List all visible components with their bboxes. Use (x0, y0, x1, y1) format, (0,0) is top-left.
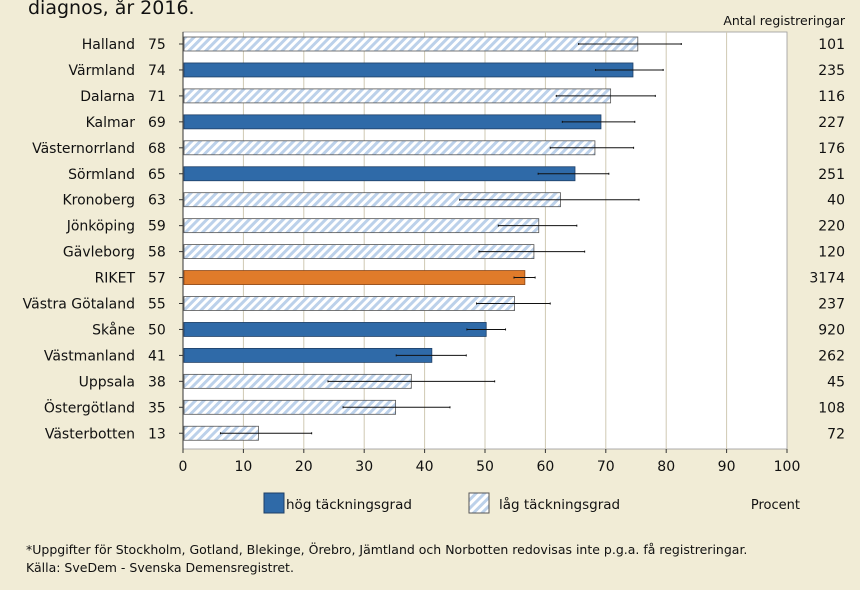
x-tick-label: 80 (657, 459, 675, 475)
registration-count: 120 (818, 245, 845, 261)
percent-label: 75 (148, 37, 166, 53)
percent-label: 38 (148, 374, 166, 390)
bar-kalmar (183, 114, 602, 130)
bar-västra-götaland (183, 296, 515, 311)
registration-count: 176 (818, 141, 845, 157)
registration-count: 108 (818, 400, 845, 416)
bar-riket (183, 270, 526, 285)
bar-skåne (183, 322, 487, 337)
percent-label: 74 (148, 63, 166, 79)
region-label: Jönköping (66, 219, 135, 235)
legend-label-lag: låg täckningsgrad (499, 496, 620, 513)
percent-label: 13 (148, 426, 166, 442)
footnote: *Uppgifter för Stockholm, Gotland, Bleki… (26, 541, 747, 577)
x-tick-label: 70 (597, 459, 615, 475)
bars (183, 36, 682, 441)
percent-label: 69 (148, 115, 166, 131)
x-tick-label: 0 (179, 459, 188, 475)
region-label: Västerbotten (45, 426, 135, 442)
bar-halland (183, 36, 639, 52)
registration-count: 101 (818, 37, 845, 53)
registration-count: 220 (818, 219, 845, 235)
region-label: Sörmland (68, 167, 135, 183)
region-label: Dalarna (80, 89, 135, 105)
percent-label: 41 (148, 348, 166, 364)
percent-label: 58 (148, 245, 166, 261)
registration-count: 237 (818, 297, 845, 313)
region-label: Östergötland (44, 398, 135, 416)
percent-label: 55 (148, 297, 166, 313)
region-label: RIKET (95, 271, 136, 287)
region-label: Västernorrland (32, 141, 135, 157)
x-tick-label: 100 (774, 459, 801, 475)
chart-title: diagnos, år 2016. (28, 0, 195, 19)
percent-label: 68 (148, 141, 166, 157)
registration-count: 227 (818, 115, 845, 131)
region-label: Uppsala (79, 374, 135, 390)
region-label: Västra Götaland (23, 297, 135, 313)
registration-count: 920 (818, 322, 845, 338)
legend-label-hog: hög täckningsgrad (286, 497, 412, 513)
region-label: Kronoberg (62, 193, 135, 209)
registration-count: 72 (827, 426, 845, 442)
percent-label: 59 (148, 219, 166, 235)
region-label: Kalmar (86, 115, 136, 131)
registration-count: 251 (818, 167, 845, 183)
legend-swatch-hog (263, 492, 285, 514)
x-axis: 0 10 20 30 40 50 60 70 80 90 100 (179, 32, 801, 475)
percent-label: 57 (148, 271, 166, 287)
x-tick-label: 10 (234, 459, 252, 475)
region-label: Halland (82, 37, 135, 53)
percent-label: 65 (148, 167, 166, 183)
bar-dalarna (183, 88, 612, 104)
footnote-note: *Uppgifter för Stockholm, Gotland, Bleki… (26, 542, 748, 557)
x-tick-label: 40 (416, 459, 434, 475)
right-column-header: Antal registreringar (723, 13, 846, 28)
x-tick-label: 20 (295, 459, 313, 475)
bar-västernorrland (183, 140, 596, 156)
percent-label: 50 (148, 322, 166, 338)
x-tick-label: 90 (718, 459, 736, 475)
footnote-source: Källa: SveDem - Svenska Demensregistret. (26, 560, 294, 575)
percent-label: 71 (148, 89, 166, 105)
region-label: Skåne (92, 321, 135, 338)
registration-count: 262 (818, 348, 845, 364)
registration-count: 235 (818, 63, 845, 79)
x-axis-label: Procent (751, 498, 800, 513)
legend-swatch-lag (468, 492, 490, 514)
percent-label: 35 (148, 400, 166, 416)
x-tick-label: 50 (476, 459, 494, 475)
bar-västmanland (183, 347, 433, 363)
region-label: Gävleborg (63, 245, 135, 261)
bar-värmland (183, 62, 634, 78)
registration-count: 3174 (809, 271, 845, 287)
row-labels: Halland 75 101 Värmland 74 235 Dalarna 71 116 Kal… (23, 37, 845, 442)
x-tick-label: 60 (536, 459, 554, 475)
x-tick-label: 30 (355, 459, 373, 475)
percent-label: 63 (148, 193, 166, 209)
legend: hög täckningsgrad låg täckningsgrad (263, 492, 620, 514)
registration-count: 45 (827, 374, 845, 390)
registration-count: 116 (818, 89, 845, 105)
registration-count: 40 (827, 193, 845, 209)
region-label: Värmland (69, 63, 135, 79)
bar-sörmland (183, 166, 576, 182)
bar-jönköping (183, 218, 540, 234)
region-label: Västmanland (44, 348, 135, 364)
